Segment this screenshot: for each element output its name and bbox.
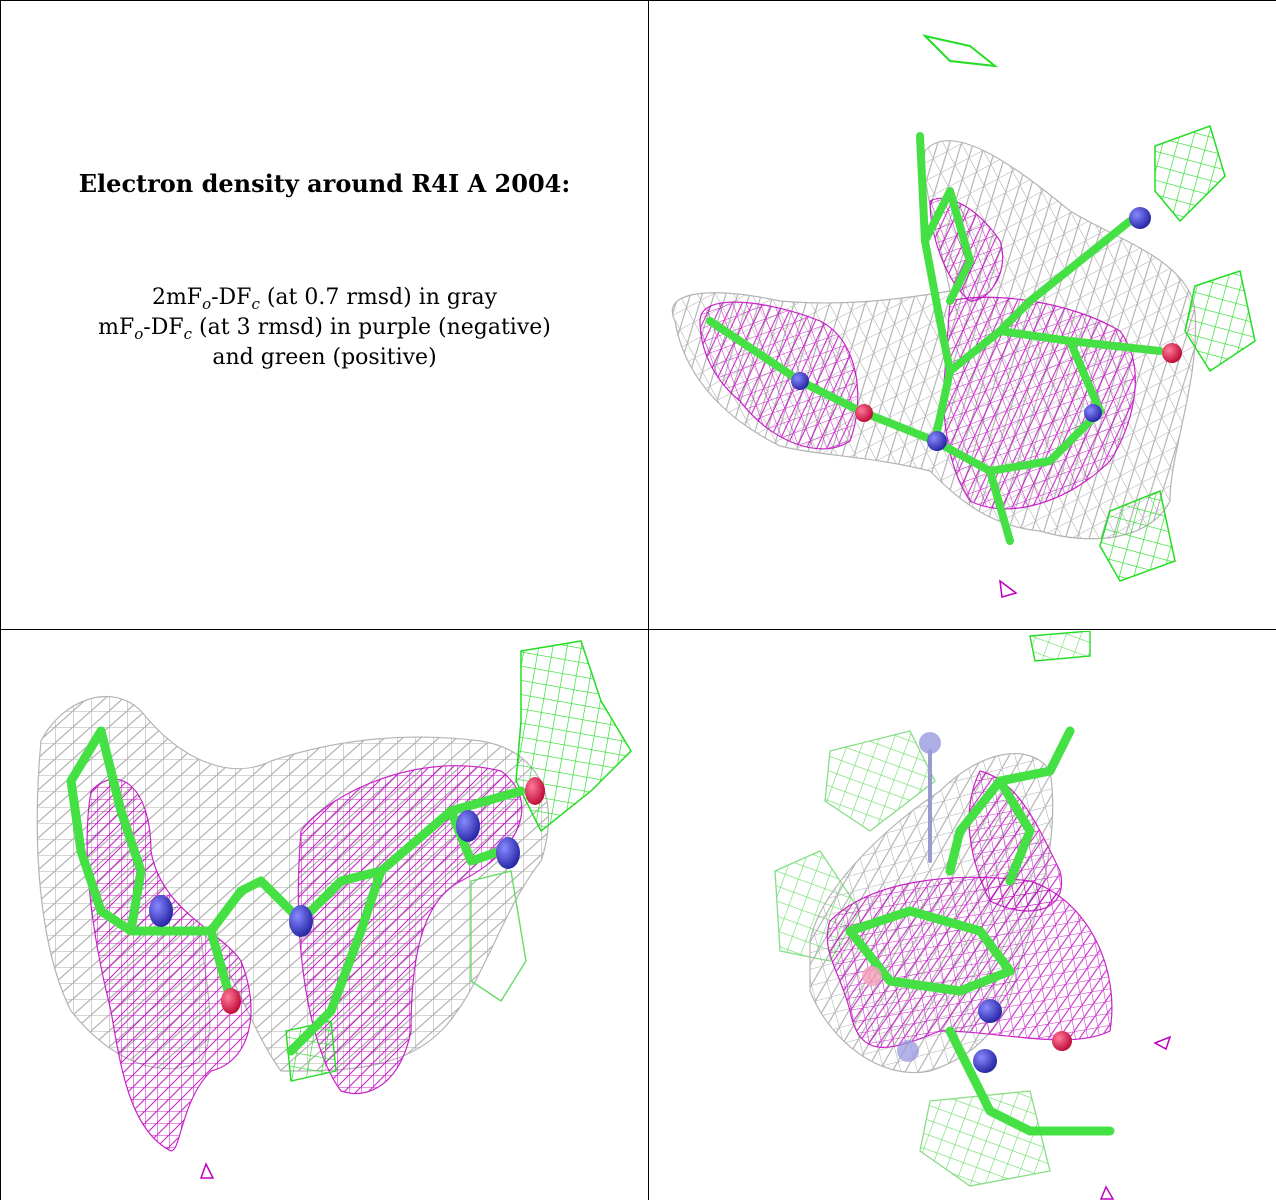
border-top xyxy=(0,0,1276,1)
green-mesh xyxy=(1029,631,1091,662)
green-mesh xyxy=(919,1090,1051,1187)
density-render-bottom-right xyxy=(774,631,1172,1200)
border-middle-horizontal xyxy=(0,629,1276,630)
green-mesh xyxy=(515,640,632,833)
nitrogen-atom xyxy=(897,1040,919,1062)
nitrogen-atom xyxy=(289,905,313,937)
green-mesh xyxy=(1154,125,1226,223)
legend-title: Electron density around R4I A 2004: xyxy=(78,169,571,198)
nitrogen-atom xyxy=(1084,404,1102,422)
green-mesh xyxy=(1099,489,1176,582)
purple-mesh xyxy=(86,778,252,1152)
oxygen-atom xyxy=(862,966,882,986)
nitrogen-atom xyxy=(496,837,520,869)
legend-line-2fofc: 2mFo-DFc (at 0.7 rmsd) in gray xyxy=(151,285,498,313)
green-mesh xyxy=(824,730,936,832)
density-render-top-right xyxy=(671,34,1256,598)
view-bottom-left xyxy=(1,631,648,1200)
oxygen-atom xyxy=(525,777,545,805)
oxygen-atom xyxy=(221,988,241,1014)
oxygen-atom xyxy=(855,404,873,422)
molecule-stick-model xyxy=(706,132,1164,545)
small-purple-marker xyxy=(999,579,1018,598)
border-middle-vertical xyxy=(648,0,649,1200)
oxygen-atom xyxy=(1162,343,1182,363)
green-mesh xyxy=(470,870,527,1002)
nitrogen-atom xyxy=(978,999,1002,1023)
green-mesh xyxy=(1184,270,1256,373)
small-purple-marker xyxy=(199,1162,215,1179)
nitrogen-atom xyxy=(149,895,173,927)
view-bottom-right xyxy=(650,631,1276,1200)
nitrogen-atom xyxy=(973,1049,997,1073)
oxygen-atom xyxy=(1052,1031,1072,1051)
legend-line-fofc: mFo-DFc (at 3 rmsd) in purple (negative) xyxy=(98,315,551,343)
density-render-bottom-left xyxy=(36,640,632,1179)
nitrogen-atom xyxy=(456,810,480,842)
nitrogen-atom xyxy=(791,372,809,390)
legend-line-colors: and green (positive) xyxy=(212,345,437,370)
small-purple-marker xyxy=(1153,1035,1172,1051)
purple-mesh xyxy=(968,770,1063,912)
molecule-stick-model xyxy=(845,726,1115,1136)
molecule-stick-model xyxy=(66,726,526,1056)
legend-panel: Electron density around R4I A 2004: 2mFo… xyxy=(1,1,648,629)
border-left xyxy=(0,0,1,1200)
small-purple-marker xyxy=(1099,1185,1115,1200)
view-top-right xyxy=(650,1,1276,629)
purple-mesh xyxy=(943,296,1136,510)
green-mesh xyxy=(921,34,999,68)
nitrogen-atom xyxy=(927,431,947,451)
nitrogen-atom xyxy=(1129,207,1151,229)
nitrogen-atom xyxy=(919,732,941,754)
